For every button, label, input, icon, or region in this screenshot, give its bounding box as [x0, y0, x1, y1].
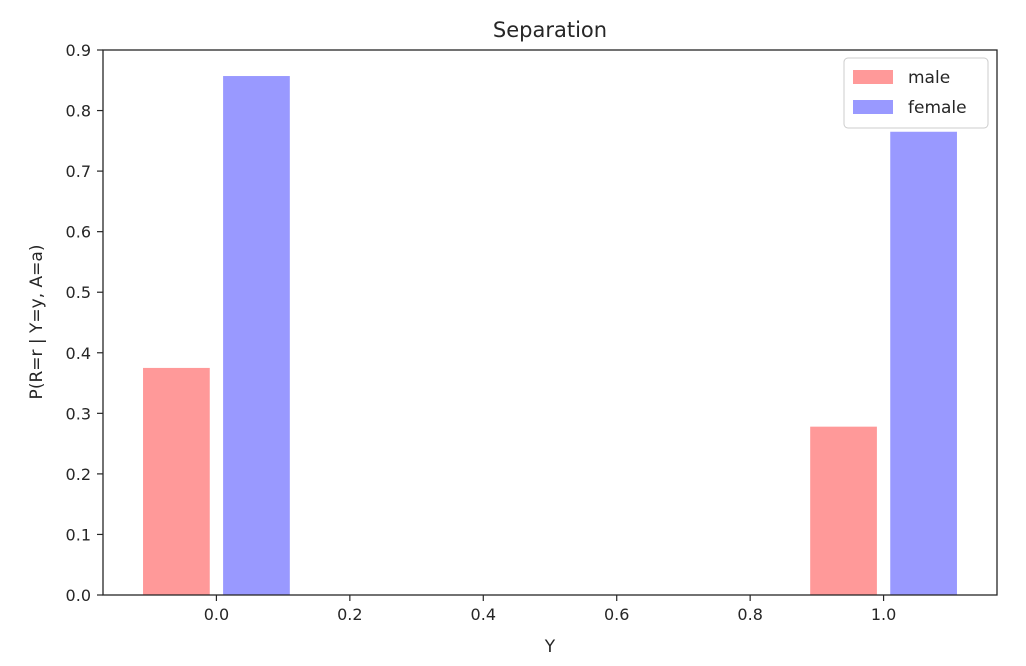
bar-female-0: [223, 76, 290, 596]
y-tick-label: 0.5: [66, 283, 91, 302]
y-tick-label: 0.7: [66, 162, 91, 181]
legend-swatch-female: [853, 100, 893, 114]
y-tick-label: 0.4: [66, 344, 91, 363]
bar-male-1: [810, 426, 877, 595]
legend-label-female: female: [908, 98, 967, 118]
y-axis-label: P(R=r | Y=y, A=a): [27, 245, 47, 400]
y-tick-label: 0.9: [66, 41, 91, 60]
plot-frame: [102, 49, 998, 596]
bar-male-0: [143, 367, 210, 595]
x-axis-label: Y: [544, 637, 556, 657]
x-tick-label: 0.2: [337, 605, 362, 624]
x-tick-label: 1.0: [871, 605, 896, 624]
y-tick-label: 0.2: [66, 465, 91, 484]
y-tick-label: 0.3: [66, 404, 91, 423]
y-tick-label: 0.0: [66, 586, 91, 605]
x-tick-label: 0.0: [204, 605, 229, 624]
x-tick-label: 0.4: [471, 605, 496, 624]
y-tick-label: 0.1: [66, 525, 91, 544]
y-tick-label: 0.8: [66, 102, 91, 121]
bars-group: [143, 76, 957, 596]
y-axis: 0.0 0.1 0.2 0.3 0.4 0.5 0.6 0.7 0.8 0.9: [66, 41, 103, 605]
legend-label-male: male: [908, 68, 950, 88]
y-tick-label: 0.6: [66, 223, 91, 242]
bar-female-1: [890, 131, 957, 595]
legend: male female: [843, 57, 989, 129]
legend-swatch-male: [853, 70, 893, 84]
x-tick-label: 0.6: [604, 605, 629, 624]
x-tick-label: 0.8: [737, 605, 762, 624]
chart-title: Separation: [493, 18, 607, 42]
x-axis: 0.0 0.2 0.4 0.6 0.8 1.0: [204, 595, 896, 624]
